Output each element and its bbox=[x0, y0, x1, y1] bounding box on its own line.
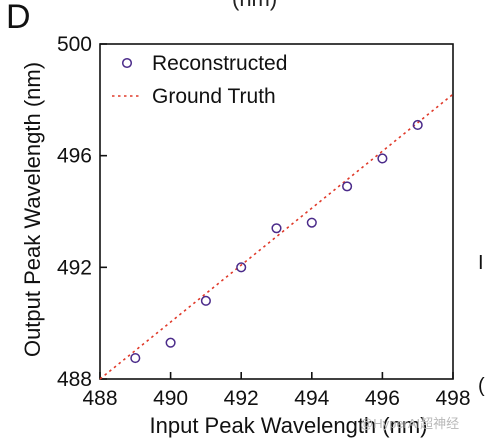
x-tick-label: 494 bbox=[294, 387, 329, 410]
x-tick-label: 492 bbox=[224, 387, 259, 410]
y-tick-label: 500 bbox=[57, 33, 92, 56]
reconstructed-point bbox=[165, 337, 176, 348]
reconstructed-point bbox=[271, 223, 282, 234]
plot-border bbox=[99, 43, 454, 380]
reconstructed-point bbox=[200, 295, 211, 306]
y-tick-label: 496 bbox=[57, 145, 92, 168]
ground-truth-series bbox=[99, 93, 454, 380]
y-tick-label: 492 bbox=[57, 256, 92, 279]
legend: Reconstructed Ground Truth bbox=[112, 52, 287, 108]
y-tick-label: 488 bbox=[57, 368, 92, 391]
x-axis-ticks: 488 490 492 494 496 498 bbox=[82, 372, 471, 410]
x-axis-label: Input Peak Wavelength (nm) bbox=[150, 413, 428, 438]
reconstructed-point bbox=[236, 262, 247, 273]
reconstructed-point bbox=[342, 181, 353, 192]
reconstructed-series bbox=[130, 119, 423, 364]
watermark: @HyperAI超神经 bbox=[360, 416, 460, 431]
reconstructed-point bbox=[412, 119, 423, 131]
reconstructed-point bbox=[130, 353, 141, 364]
panel-letter: D bbox=[6, 0, 31, 36]
x-tick-label: 496 bbox=[365, 387, 400, 410]
cropped-edge-text: I bbox=[478, 252, 484, 274]
cropped-edge-text: ( bbox=[478, 375, 485, 397]
x-tick-label: 498 bbox=[435, 387, 470, 410]
y-axis-ticks: 488 492 496 500 bbox=[57, 33, 107, 391]
plot-frame bbox=[99, 43, 454, 380]
legend-label-reconstructed: Reconstructed bbox=[152, 52, 287, 75]
reconstructed-point bbox=[377, 153, 388, 164]
y-axis-label: Output Peak Wavelength (nm) bbox=[20, 62, 45, 357]
x-tick-label: 488 bbox=[82, 387, 117, 410]
cropped-title-fragment: (nm) bbox=[232, 0, 277, 12]
x-tick-label: 490 bbox=[153, 387, 188, 410]
legend-label-ground-truth: Ground Truth bbox=[152, 85, 276, 108]
reconstructed-point bbox=[306, 217, 317, 228]
legend-marker-reconstructed bbox=[121, 57, 133, 69]
ground-truth-line bbox=[99, 93, 454, 380]
